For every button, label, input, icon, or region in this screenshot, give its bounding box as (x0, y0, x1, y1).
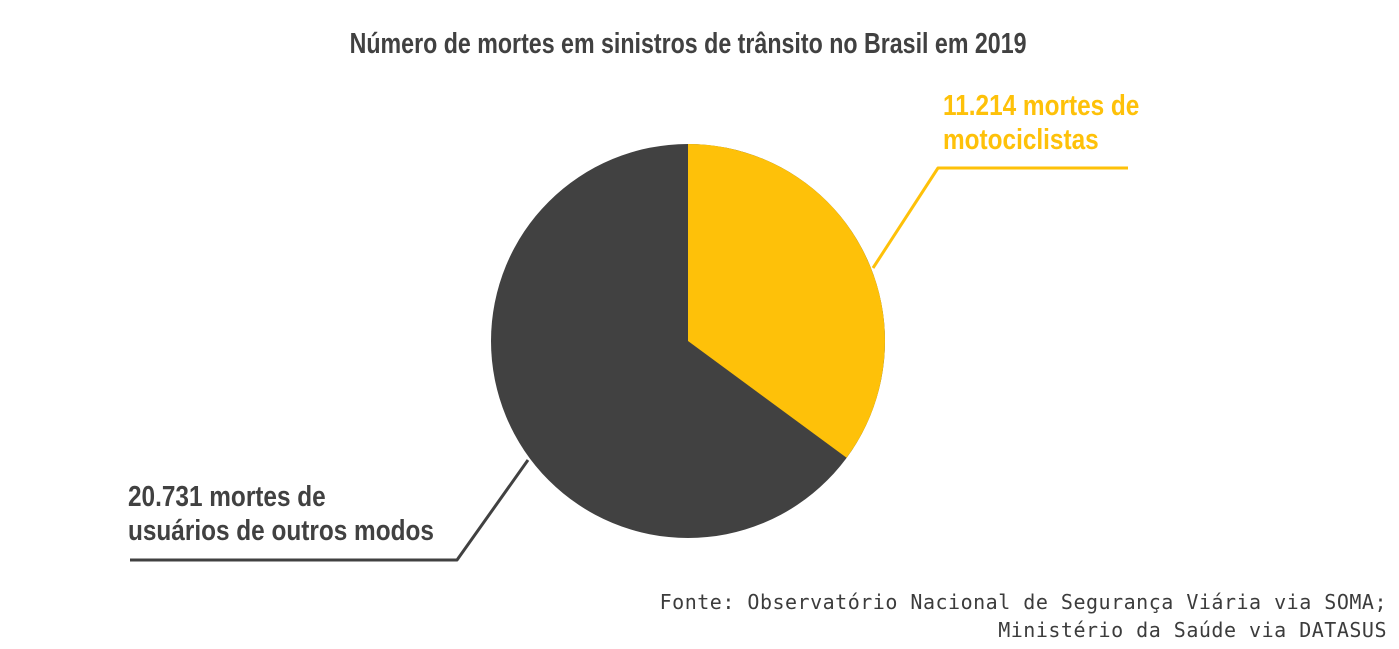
callout-label-motociclistas-line1: 11.214 mortes de (943, 90, 1140, 122)
callout-line-motociclistas (871, 166, 1128, 269)
chart-title: Número de mortes em sinistros de trânsit… (0, 27, 1376, 61)
callout-label-outros-modos-line2: usuários de outros modos (128, 515, 434, 547)
callout-label-outros-modos: 20.731 mortes de usuários de outros modo… (128, 480, 492, 548)
callout-label-outros-modos-line1: 20.731 mortes de (128, 481, 326, 513)
source-note-line2: Ministério da Saúde via DATASUS (998, 618, 1387, 642)
source-note: Fonte: Observatório Nacional de Seguranç… (660, 588, 1387, 644)
callout-label-motociclistas: 11.214 mortes de motociclistas (943, 89, 1177, 157)
pie-chart (491, 144, 885, 538)
pie-slice-motociclistas (688, 144, 885, 458)
callout-label-motociclistas-line2: motociclistas (943, 124, 1099, 156)
chart-title-text: Número de mortes em sinistros de trânsit… (349, 28, 1027, 60)
source-note-line1: Fonte: Observatório Nacional de Seguranç… (659, 590, 1387, 614)
